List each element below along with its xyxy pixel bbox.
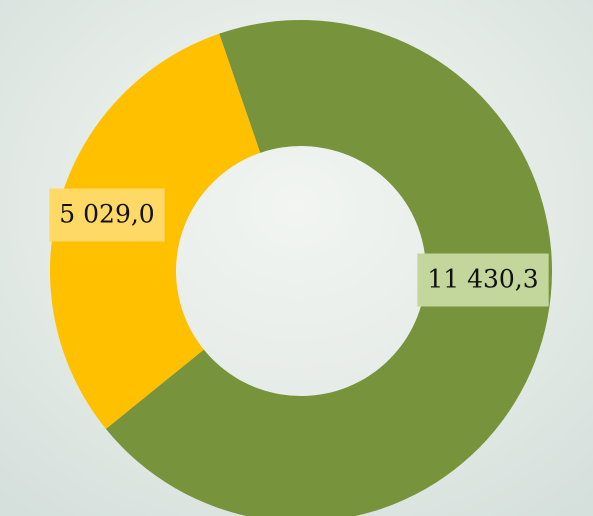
data-label: 5 029,0 — [59, 200, 154, 229]
donut-slice — [105, 20, 552, 516]
data-label-background — [417, 253, 549, 307]
data-label-background — [49, 188, 165, 242]
data-label: 11 430,3 — [427, 265, 538, 294]
data-labels: 5 029,0 11 430,3 — [49, 188, 549, 307]
